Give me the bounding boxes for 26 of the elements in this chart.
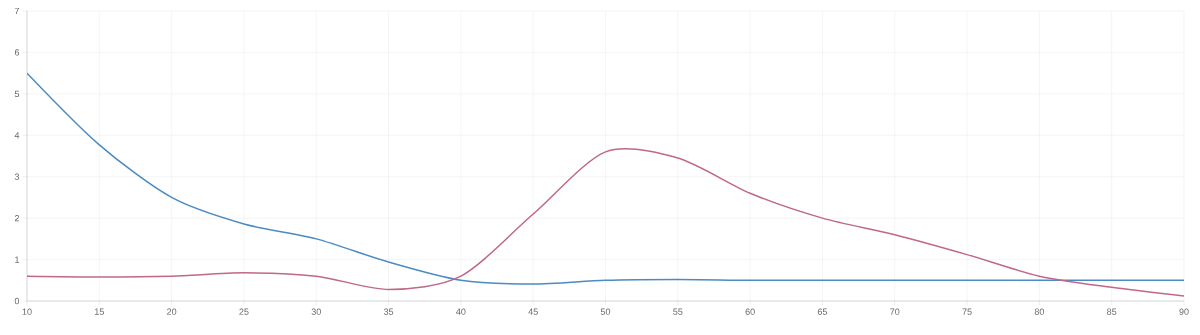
x-tick-label: 85 [1107, 308, 1117, 315]
y-tick-label: 4 [14, 132, 20, 139]
y-tick-label: 7 [14, 7, 20, 15]
x-tick-label: 60 [745, 308, 755, 315]
y-tick-label: 0 [14, 297, 20, 305]
x-tick-label: 15 [95, 308, 104, 315]
x-tick-label: 70 [890, 308, 900, 315]
x-tick-label: 80 [1034, 308, 1045, 315]
x-tick-label: 65 [817, 308, 828, 315]
x-tick-label: 40 [456, 308, 466, 315]
x-tick-label: 90 [1179, 308, 1189, 315]
y-tick-label: 6 [14, 49, 20, 56]
x-tick-label: 30 [311, 308, 321, 315]
x-tick-label: 35 [383, 308, 394, 315]
x-tick-label: 45 [528, 308, 538, 315]
x-tick-label: 20 [167, 308, 177, 315]
x-tick-label: 25 [239, 308, 249, 315]
y-tick-label: 3 [14, 173, 20, 180]
y-tick-label: 1 [15, 256, 20, 263]
x-tick-label: 10 [22, 308, 32, 315]
x-tick-label: 50 [600, 308, 611, 315]
x-tick-label: 75 [962, 308, 972, 315]
x-tick-label: 55 [673, 308, 683, 315]
y-tick-label: 5 [14, 90, 20, 98]
y-tick-label: 2 [14, 215, 20, 222]
line-series [27, 72, 1184, 285]
